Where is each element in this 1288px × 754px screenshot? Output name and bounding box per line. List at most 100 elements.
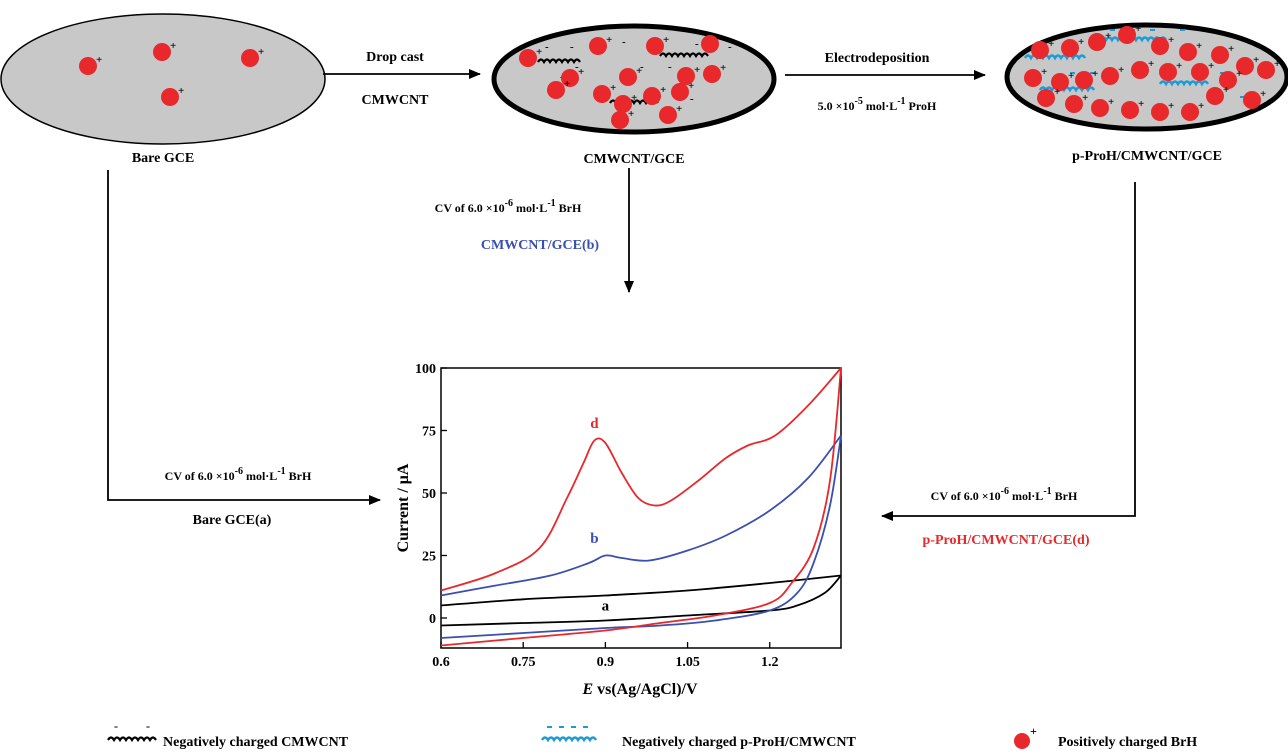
brh-particle-icon bbox=[1151, 103, 1169, 121]
brh-particle-icon bbox=[677, 67, 695, 85]
minus-sign-icon: - bbox=[545, 41, 549, 53]
brh-particle-icon bbox=[659, 106, 677, 124]
series-d-reverse-line bbox=[440, 367, 842, 647]
x-tick-label: 1.2 bbox=[761, 655, 779, 670]
plus-sign-icon: + bbox=[1138, 98, 1144, 110]
plus-sign-icon: + bbox=[258, 46, 264, 58]
brh-particle-icon bbox=[1118, 26, 1136, 44]
brh-particle-icon bbox=[593, 85, 611, 103]
minus-sign-icon: - bbox=[728, 41, 732, 53]
brh-particle-icon bbox=[1065, 95, 1083, 113]
plus-sign-icon: + bbox=[1176, 60, 1182, 72]
brh-particle-icon bbox=[1061, 39, 1079, 57]
chart-ticks: 0.6 0.75 0.9 1.05 1.2 0 25 50 75 100 bbox=[415, 362, 779, 670]
cmwcnt-gce-label: CMWCNT/GCE bbox=[583, 152, 684, 167]
chart-curve-labels: d b a bbox=[590, 416, 609, 615]
brh-particle-icon bbox=[1131, 61, 1149, 79]
cv-b-conc: CV of 6.0 ×10-6 mol·L-1 BrH bbox=[435, 198, 582, 215]
brh-particle-icon bbox=[1159, 63, 1177, 81]
brh-particle-icon bbox=[619, 68, 637, 86]
bare-gce-label: Bare GCE bbox=[132, 151, 194, 166]
plus-sign-icon: + bbox=[1223, 84, 1229, 96]
plus-sign-icon: + bbox=[1168, 34, 1174, 46]
plus-sign-icon: + bbox=[694, 64, 700, 76]
pproh-gce-label: p-ProH/CMWCNT/GCE bbox=[1072, 149, 1222, 164]
y-tick-label: 50 bbox=[422, 487, 436, 502]
y-tick-label: 75 bbox=[422, 425, 436, 440]
plus-sign-icon: + bbox=[1253, 54, 1259, 66]
series-b-reverse-line bbox=[440, 435, 842, 639]
brh-particle-icon bbox=[701, 35, 719, 53]
minus-sign-icon: - bbox=[695, 38, 699, 50]
plus-sign-icon: + bbox=[1041, 66, 1047, 78]
cv-d-name: p-ProH/CMWCNT/GCE(d) bbox=[923, 533, 1090, 548]
brh-particle-icon bbox=[1236, 57, 1254, 75]
cmwcnt-wave-icon bbox=[537, 58, 581, 65]
y-tick-label: 0 bbox=[429, 612, 436, 627]
minus-sign-icon: - bbox=[570, 41, 574, 53]
minus-sign-icon: - bbox=[640, 61, 644, 73]
curve-label-b: b bbox=[590, 531, 598, 547]
plus-sign-icon: + bbox=[536, 46, 542, 58]
plus-sign-icon: + bbox=[1030, 724, 1037, 738]
brh-particle-icon bbox=[1206, 87, 1224, 105]
series-d-forward-line bbox=[440, 367, 842, 592]
brh-particle-icon bbox=[1014, 733, 1030, 749]
plus-sign-icon: + bbox=[1228, 43, 1234, 55]
brh-particle-icon bbox=[79, 57, 97, 75]
plus-sign-icon: + bbox=[170, 40, 176, 52]
cv-b-name: CMWCNT/GCE(b) bbox=[481, 238, 600, 253]
brh-particle-icon bbox=[611, 111, 629, 129]
brh-particle-icon bbox=[547, 81, 565, 99]
brh-particle-icon bbox=[1179, 43, 1197, 61]
plus-sign-icon: + bbox=[578, 66, 584, 78]
minus-sign-icon: - bbox=[575, 61, 579, 73]
brh-particle-icon bbox=[1219, 71, 1237, 89]
plus-sign-icon: + bbox=[660, 84, 666, 96]
brh-particle-icon bbox=[1121, 101, 1139, 119]
plus-sign-icon: + bbox=[178, 85, 184, 97]
cv-d-conc: CV of 6.0 ×10-6 mol·L-1 BrH bbox=[931, 486, 1078, 503]
legend-brh-text: Positively charged BrH bbox=[1058, 735, 1197, 750]
y-axis-label: Current / μA bbox=[395, 463, 412, 552]
y-tick-label: 25 bbox=[422, 550, 436, 565]
series-a-reverse-line bbox=[440, 574, 842, 627]
plus-sign-icon: + bbox=[1048, 38, 1054, 50]
series-a-forward-line bbox=[440, 574, 842, 607]
plus-sign-icon: + bbox=[1108, 96, 1114, 108]
brh-particle-icon bbox=[561, 69, 579, 87]
curve-label-a: a bbox=[602, 599, 610, 615]
x-tick-label: 0.9 bbox=[597, 655, 615, 670]
legend: - - Negatively charged CMWCNT Negatively… bbox=[107, 719, 1197, 750]
cmwcnt-wave-icon bbox=[107, 736, 157, 743]
brh-particle-icon bbox=[1088, 33, 1106, 51]
plus-sign-icon: + bbox=[1105, 30, 1111, 42]
minus-sign-icon: - bbox=[668, 61, 672, 73]
plus-sign-icon: + bbox=[663, 34, 669, 46]
pproh-electrode: + + + + + + + + + + + + + + + + + + + + + + + + + bbox=[1004, 22, 1288, 132]
brh-particle-icon bbox=[703, 65, 721, 83]
brh-particle-icon bbox=[1031, 41, 1049, 59]
cv-a-conc: CV of 6.0 ×10-6 mol·L-1 BrH bbox=[165, 466, 312, 483]
legend-cmwcnt-text: Negatively charged CMWCNT bbox=[163, 735, 349, 750]
plus-sign-icon: + bbox=[636, 65, 642, 77]
cmwcnt-electrode: -----------+++++++++++++++ bbox=[491, 23, 777, 135]
brh-particle-icon bbox=[1024, 69, 1042, 87]
plus-sign-icon: + bbox=[688, 80, 694, 92]
brh-particle-icon bbox=[1191, 63, 1209, 81]
brh-particle-icon bbox=[1257, 61, 1275, 79]
brh-particle-icon bbox=[1101, 67, 1119, 85]
brh-particle-icon bbox=[1151, 37, 1169, 55]
plus-sign-icon: + bbox=[1260, 88, 1266, 100]
minus-sign-icon: - bbox=[146, 719, 150, 733]
y-tick-label: 100 bbox=[415, 362, 436, 377]
plus-sign-icon: + bbox=[96, 54, 102, 66]
x-axis-label: E vs(Ag/AgCl)/V bbox=[581, 681, 698, 698]
brh-particle-icon bbox=[1181, 103, 1199, 121]
drop-cast-label: Drop cast bbox=[366, 50, 424, 65]
minus-sign-icon: - bbox=[114, 719, 118, 733]
cv-a-name: Bare GCE(a) bbox=[193, 513, 272, 528]
legend-pproh-item: Negatively charged p-ProH/CMWCNT bbox=[540, 726, 856, 750]
plus-sign-icon: + bbox=[1082, 92, 1088, 104]
minus-sign-icon: - bbox=[690, 93, 694, 105]
